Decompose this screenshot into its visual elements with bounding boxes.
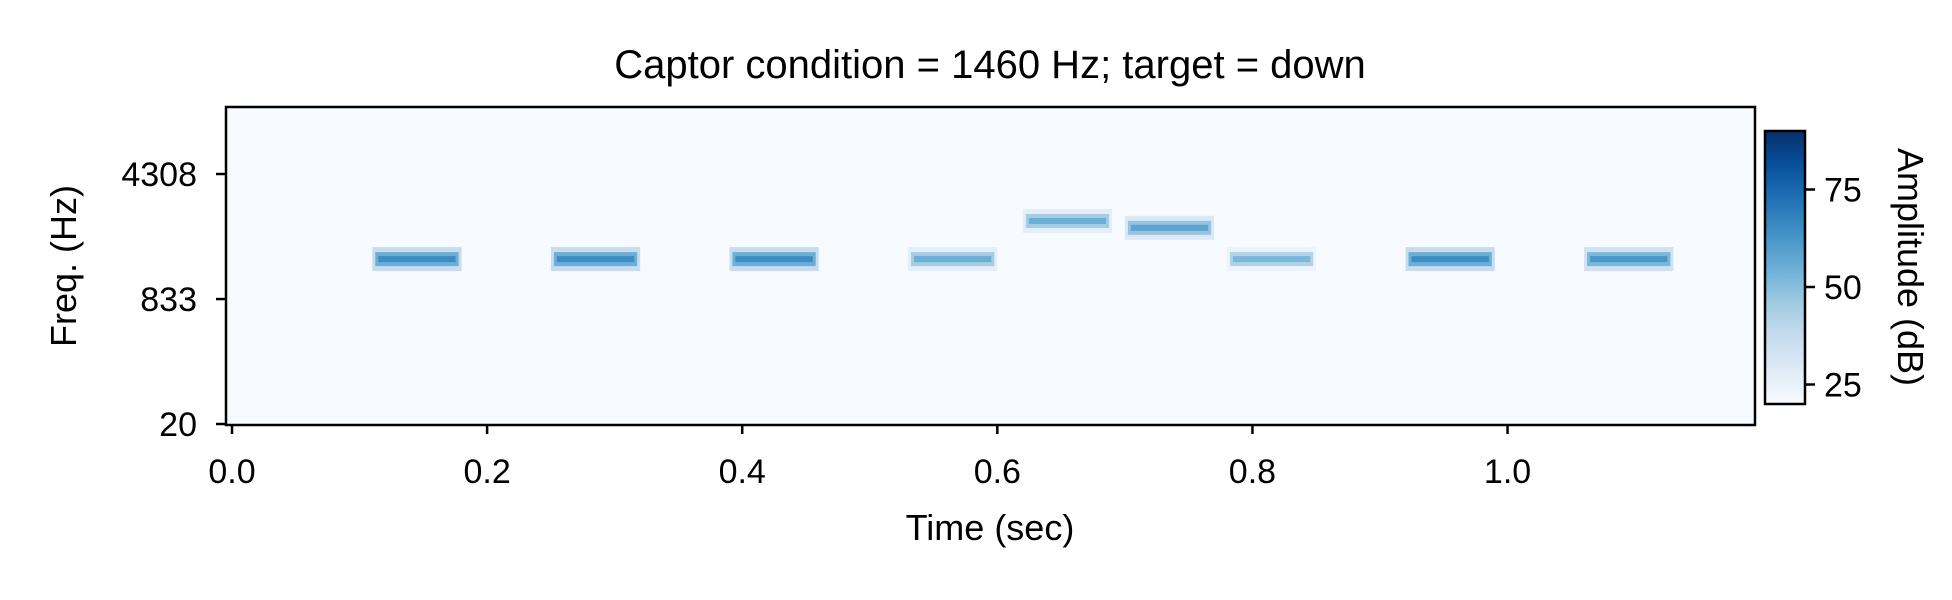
tone-core	[1232, 256, 1311, 263]
tone-5	[1022, 208, 1113, 233]
colorbar-ticks: 25 50 75	[1805, 172, 1862, 405]
colorbar	[1763, 129, 1807, 406]
tone-7	[1226, 247, 1317, 272]
x-tick-label: 0.4	[719, 453, 766, 491]
tone-4	[908, 247, 998, 272]
x-axis-label: Time (sec)	[906, 507, 1075, 548]
x-axis-ticks: 0.0 0.2 0.4 0.6 0.8 1.0	[208, 424, 1531, 491]
x-tick-label: 1.0	[1484, 453, 1531, 491]
tone-core	[1411, 256, 1489, 263]
tone-2	[550, 247, 641, 272]
x-tick-label: 0.2	[463, 453, 510, 491]
colorbar-tick-label: 50	[1824, 269, 1862, 307]
colorbar-tick-label: 25	[1824, 367, 1862, 405]
y-tick-label: 833	[140, 281, 197, 319]
tone-core	[556, 256, 635, 263]
chart-title: Captor condition = 1460 Hz; target = dow…	[614, 43, 1366, 87]
tone-1	[372, 247, 462, 272]
tone-core	[1590, 256, 1668, 263]
tone-core	[914, 256, 992, 263]
tone-8	[1405, 247, 1495, 272]
tone-6	[1124, 215, 1215, 240]
tone-core	[378, 256, 456, 263]
tones-layer	[372, 208, 1674, 272]
tone-9	[1584, 247, 1674, 272]
y-tick-label: 20	[159, 406, 197, 444]
tone-3	[729, 247, 819, 272]
colorbar-tick-label: 75	[1824, 172, 1862, 210]
y-tick-label: 4308	[121, 156, 197, 194]
y-axis-label: Freq. (Hz)	[43, 185, 84, 347]
y-axis-ticks: 20 833 4308	[121, 156, 226, 444]
tone-core	[735, 256, 813, 263]
x-tick-label: 0.0	[208, 453, 255, 491]
tone-core	[1130, 224, 1209, 231]
tone-core	[1028, 217, 1107, 224]
colorbar-label: Amplitude (dB)	[1890, 148, 1931, 386]
plot-frame	[224, 105, 1757, 427]
x-tick-label: 0.6	[974, 453, 1021, 491]
x-tick-label: 0.8	[1229, 453, 1276, 491]
